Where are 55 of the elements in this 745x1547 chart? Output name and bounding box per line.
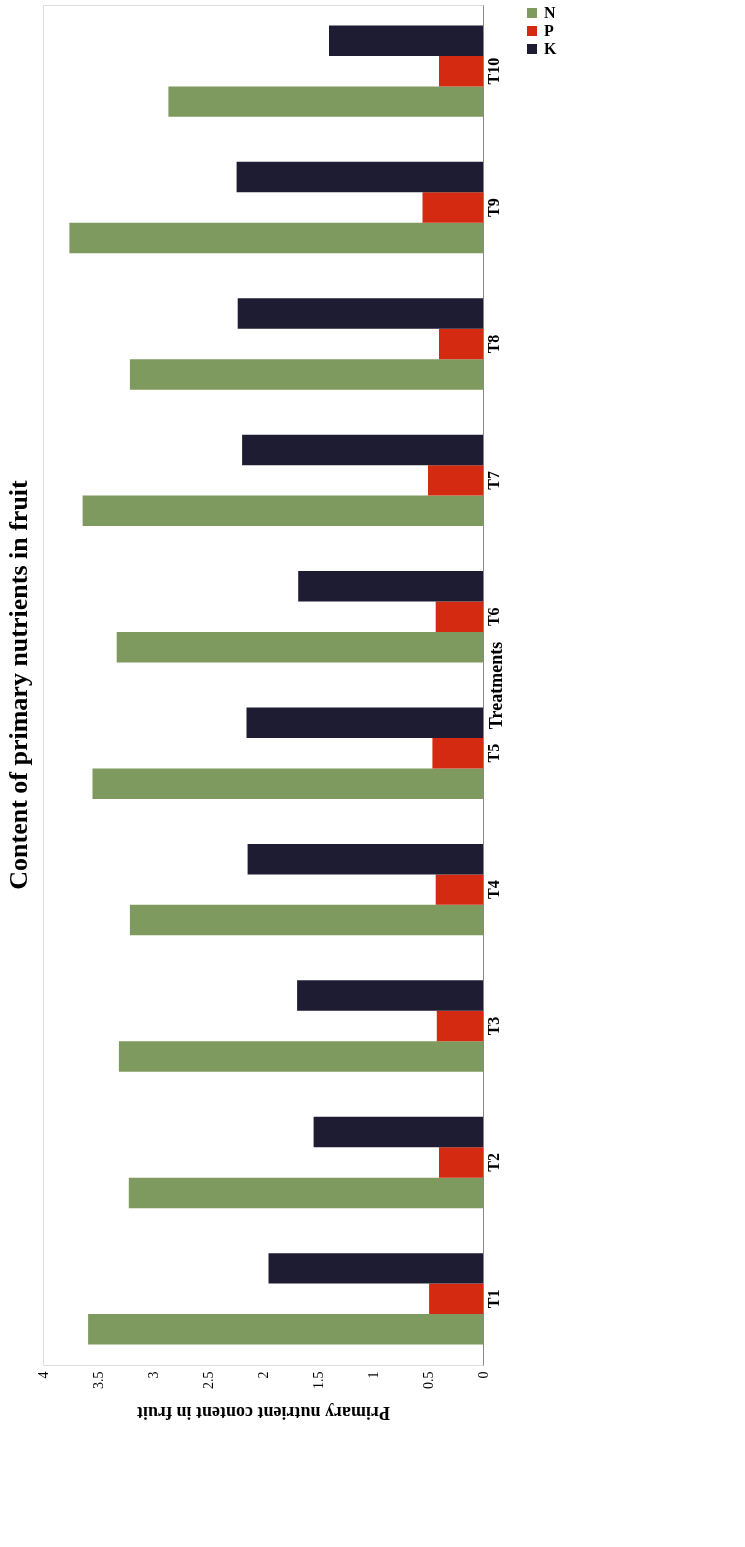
bar: [128, 1177, 483, 1209]
bar: [242, 434, 483, 466]
bar: [429, 1283, 483, 1315]
bar: [439, 1147, 483, 1178]
bar: [422, 192, 483, 223]
y-axis-title: Treatments: [485, 641, 506, 730]
x-tick-label: 0: [475, 1371, 491, 1379]
legend-label: K: [544, 40, 557, 57]
x-tick-label: 3: [145, 1371, 161, 1379]
y-tick-label: T5: [484, 743, 502, 763]
y-tick-label: T1: [484, 1289, 502, 1309]
bar: [82, 495, 483, 527]
x-axis-title: Primary nutrient content in fruit: [137, 1403, 390, 1423]
legend-label: P: [544, 22, 554, 39]
bar: [313, 1116, 483, 1148]
bar: [129, 904, 483, 936]
bar: [116, 632, 483, 663]
x-tick-label: 2.5: [200, 1371, 216, 1389]
y-tick-label: T7: [484, 471, 502, 490]
x-tick-label: 0.5: [420, 1371, 436, 1389]
bar: [268, 1253, 483, 1284]
bar: [435, 601, 483, 633]
y-tick-label: T8: [484, 334, 502, 354]
y-tick-label: T9: [484, 198, 502, 217]
y-tick-label: T10: [484, 57, 502, 85]
bar: [247, 843, 483, 875]
bar: [118, 1041, 483, 1072]
bar: [439, 55, 483, 87]
legend-label: N: [544, 4, 556, 21]
bar: [88, 1314, 483, 1345]
y-tick-label: T3: [484, 1016, 502, 1036]
bar: [439, 328, 483, 360]
y-tick-label: T2: [484, 1153, 502, 1172]
bar: [428, 465, 483, 496]
bar: [329, 25, 483, 56]
bar: [92, 768, 483, 799]
bar: [435, 874, 483, 905]
bar: [69, 222, 483, 254]
x-tick-label: 1: [365, 1371, 381, 1379]
bar: [432, 737, 483, 769]
bar: [436, 1010, 483, 1042]
bar: [298, 571, 483, 602]
bar: [297, 980, 483, 1011]
y-tick-label: T4: [484, 880, 502, 899]
x-tick-label: 1.5: [310, 1371, 326, 1389]
bar: [237, 298, 483, 329]
bar: [246, 707, 483, 738]
x-tick-label: 2: [255, 1371, 271, 1379]
text: Content of primary nutrients in fruit: [4, 479, 33, 890]
bar: [168, 86, 483, 117]
x-tick-label: 3.5: [90, 1371, 106, 1389]
x-tick-label: 4: [35, 1371, 51, 1379]
y-tick-label: T6: [484, 607, 502, 627]
bar: [129, 359, 483, 390]
bar: [236, 161, 483, 193]
